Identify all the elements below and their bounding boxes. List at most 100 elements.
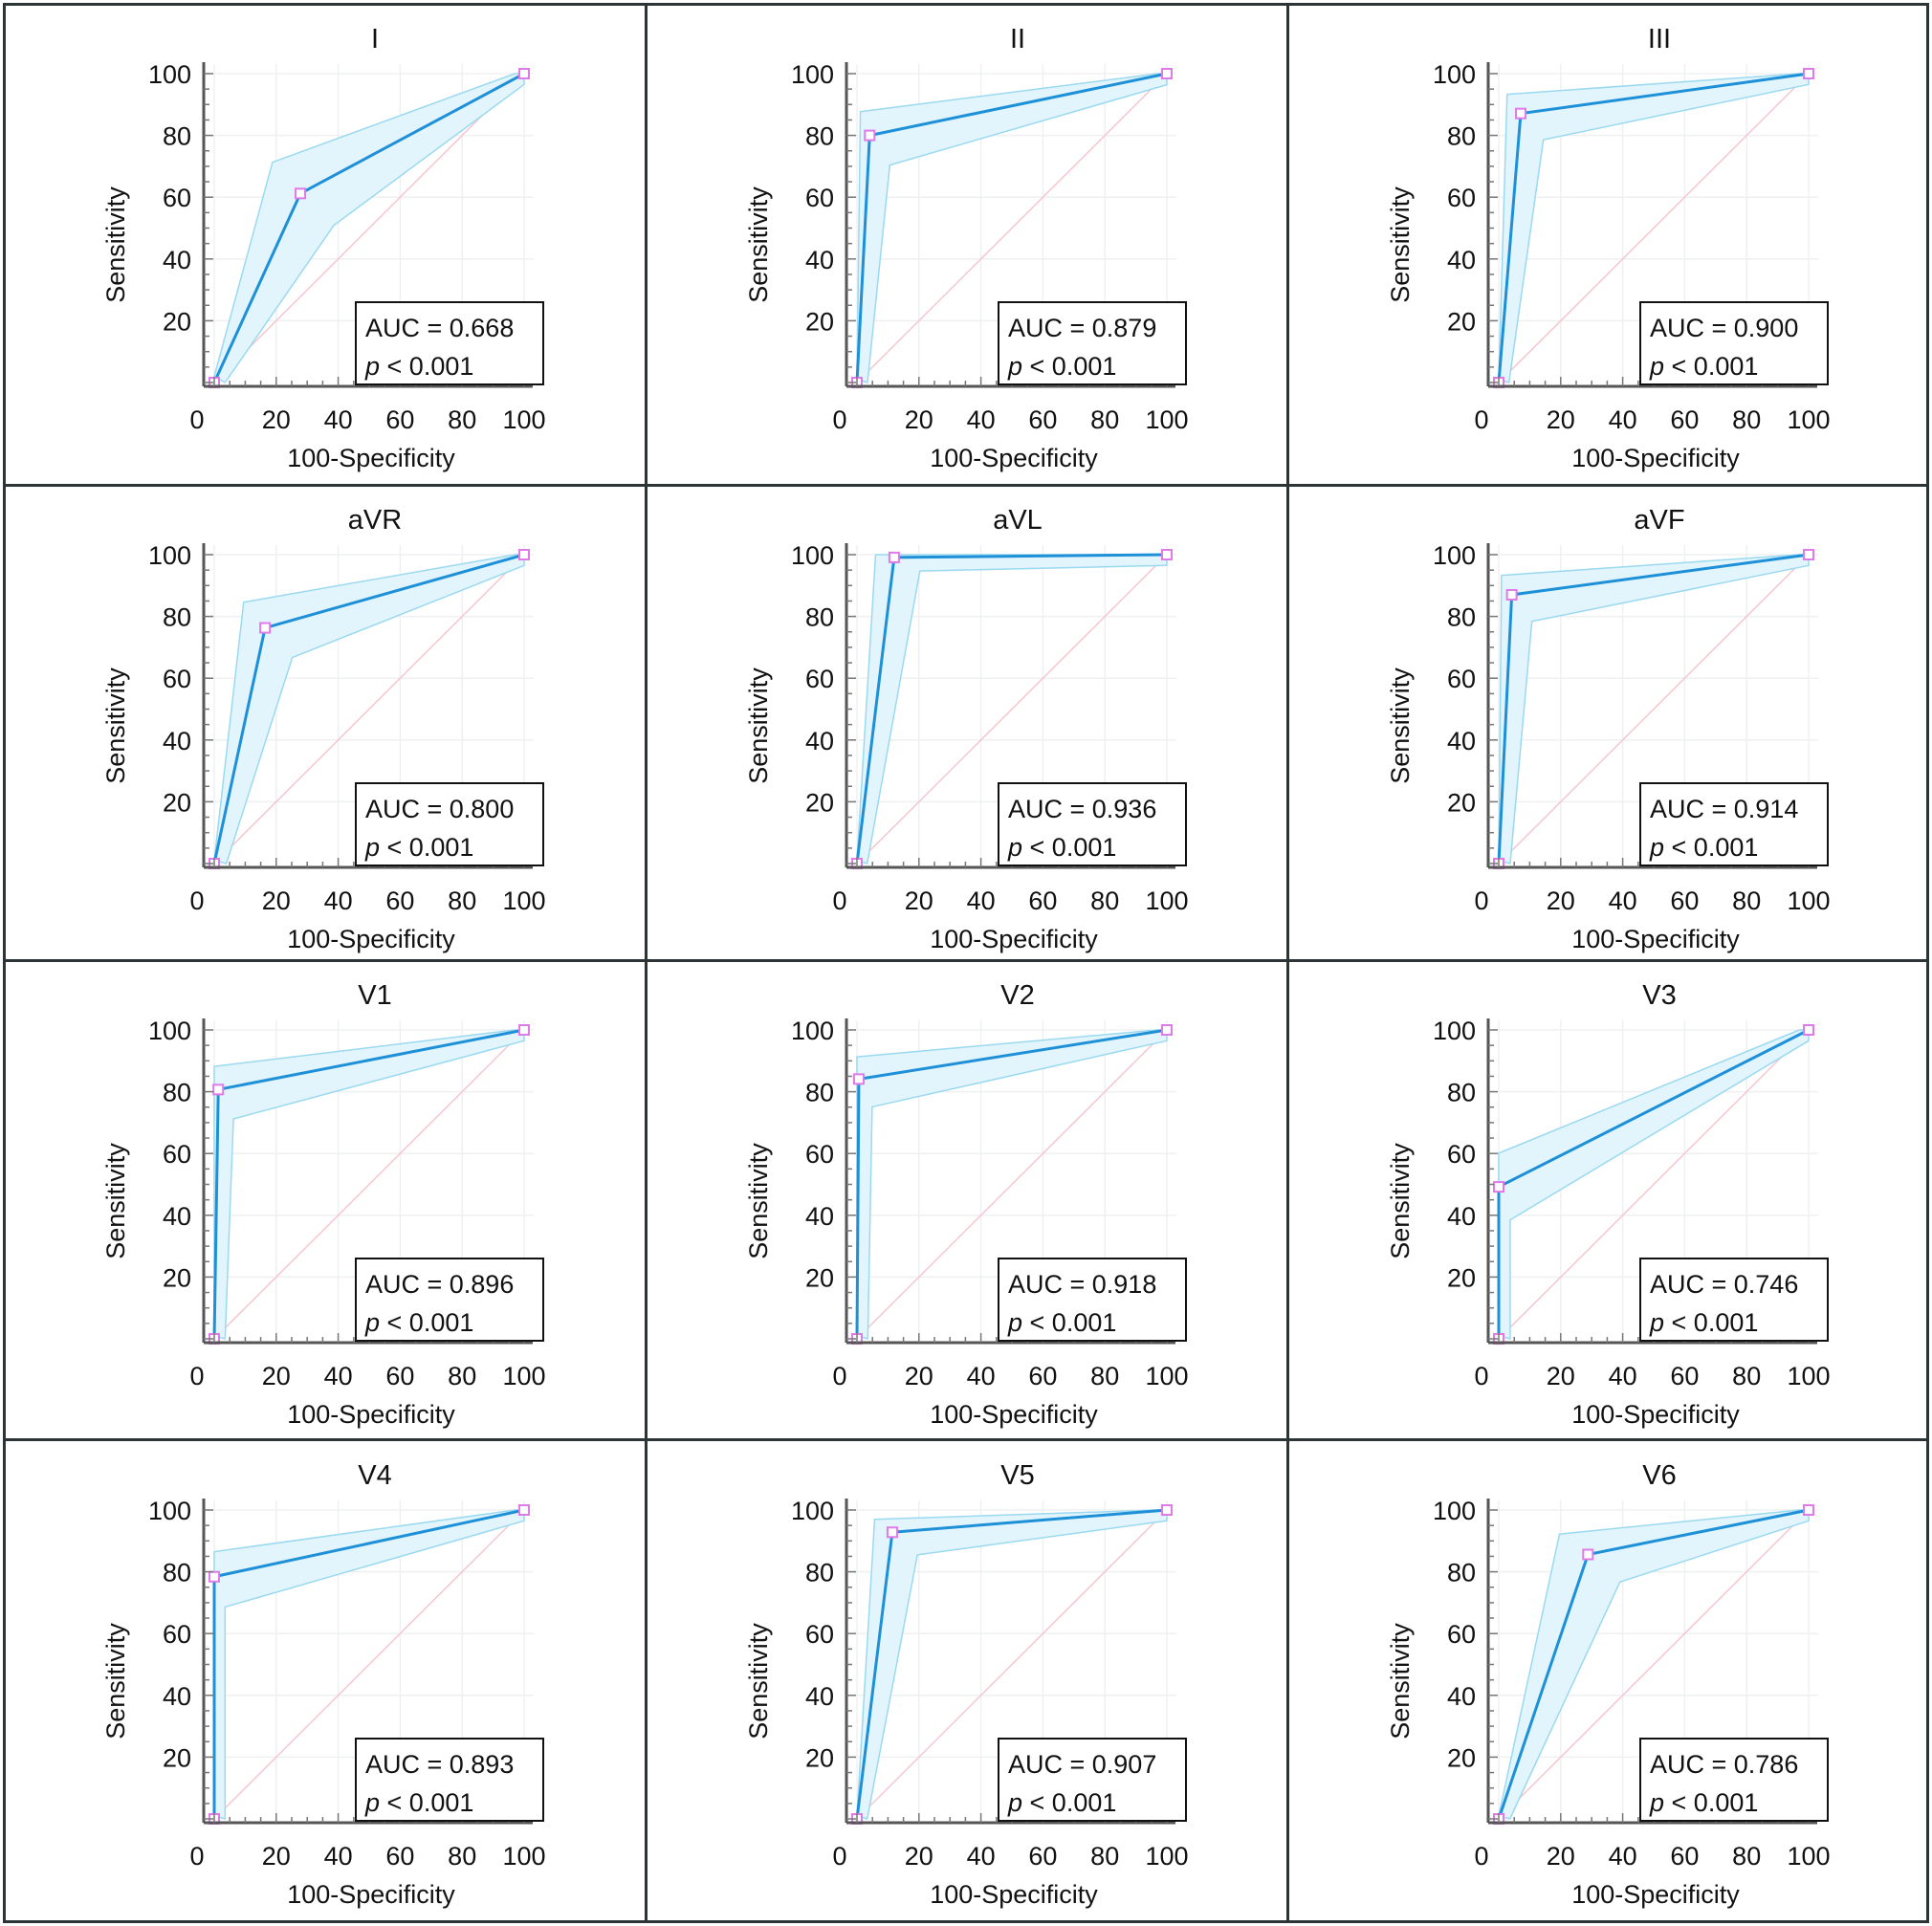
x-tick-label: 40 (324, 1842, 353, 1871)
y-axis-label: Sensitivity (1386, 1623, 1415, 1740)
reference-diagonal (213, 1509, 525, 1820)
auc-annotation-box (355, 1738, 544, 1822)
p-value: < 0.001 (380, 352, 473, 381)
y-tick-label: 80 (805, 1079, 834, 1107)
reference-diagonal (213, 1029, 525, 1340)
y-tick-label: 100 (148, 1497, 191, 1525)
row-divider (6, 484, 1926, 487)
y-axis-label: Sensitivity (101, 186, 130, 303)
roc-panel: V4 20 40 60 80 100 0 20 40 60 80 100 100-Specificity… (0, 1436, 645, 1920)
x-tick-label: 40 (967, 1362, 996, 1390)
x-tick-label: 0 (832, 405, 846, 434)
x-tick-label: 0 (189, 886, 204, 915)
y-tick-label: 60 (163, 184, 191, 212)
p-value: < 0.001 (1664, 1788, 1758, 1817)
roc-panel: V2 20 40 60 80 100 0 20 40 60 80 100 100-Specificity… (643, 956, 1287, 1440)
p-symbol: p (364, 833, 380, 862)
row-divider (6, 959, 1926, 962)
x-tick-label: 40 (967, 405, 996, 434)
chart-title: V2 (1000, 980, 1034, 1011)
roc-point (518, 1504, 530, 1516)
x-tick-label: 40 (324, 1362, 353, 1390)
auc-value: AUC = 0.914 (1650, 795, 1798, 823)
roc-point (1505, 588, 1518, 601)
p-value-text: p < 0.001 (1007, 1308, 1116, 1337)
p-value: < 0.001 (1022, 1788, 1116, 1817)
x-tick-label: 20 (262, 1362, 291, 1390)
x-tick-label: 60 (1670, 405, 1699, 434)
y-tick-label: 20 (1447, 1263, 1476, 1292)
p-value: < 0.001 (1022, 352, 1116, 381)
y-tick-label: 20 (805, 788, 834, 817)
p-value: < 0.001 (380, 1308, 473, 1337)
y-tick-label: 100 (791, 1497, 834, 1525)
roc-panel: V6 20 40 60 80 100 0 20 40 60 80 100 100-Specificity… (1284, 1436, 1929, 1920)
x-axis-label: 100-Specificity (930, 1400, 1098, 1429)
chart-title: V5 (1000, 1460, 1034, 1491)
roc-point (886, 1526, 898, 1539)
reference-diagonal (1498, 73, 1810, 383)
y-tick-label: 40 (1447, 727, 1476, 755)
x-tick-label: 40 (967, 886, 996, 915)
reference-diagonal (856, 1029, 1168, 1340)
x-tick-label: 20 (262, 405, 291, 434)
auc-value: AUC = 0.918 (1008, 1270, 1156, 1299)
roc-panel: V5 20 40 60 80 100 0 20 40 60 80 100 100-Specificity… (643, 1436, 1287, 1920)
y-tick-label: 20 (1447, 307, 1476, 336)
roc-point (518, 68, 530, 79)
roc-point (1161, 549, 1173, 560)
x-tick-label: 80 (1732, 886, 1761, 915)
roc-point (1515, 107, 1527, 120)
p-value-text: p < 0.001 (1649, 352, 1758, 381)
p-symbol: p (1007, 352, 1022, 381)
p-symbol: p (364, 1788, 380, 1817)
x-tick-label: 0 (189, 1362, 204, 1390)
y-tick-label: 60 (1447, 665, 1476, 693)
roc-point (1493, 1181, 1504, 1193)
x-tick-label: 20 (905, 405, 933, 434)
y-tick-label: 60 (163, 665, 191, 693)
roc-chart: aVL 20 40 60 80 100 0 20 40 60 80 100 100-Specificit… (744, 505, 1189, 953)
auc-value: AUC = 0.800 (365, 795, 514, 823)
x-tick-label: 20 (1547, 886, 1575, 915)
roc-chart: aVR 20 40 60 80 100 0 20 40 60 80 100 100-Specificit… (101, 505, 546, 953)
roc-chart: V3 20 40 60 80 100 0 20 40 60 80 100 100-Specificity… (1386, 980, 1831, 1429)
auc-annotation-box (1639, 782, 1829, 866)
p-value: < 0.001 (1664, 833, 1758, 862)
y-axis-label: Sensitivity (744, 1143, 773, 1259)
x-tick-label: 60 (385, 1362, 414, 1390)
x-tick-label: 60 (1028, 1842, 1057, 1871)
y-tick-label: 40 (1447, 246, 1476, 274)
y-tick-label: 100 (1433, 1017, 1476, 1045)
x-tick-label: 80 (448, 886, 476, 915)
x-tick-label: 0 (189, 1842, 204, 1871)
roc-chart: V4 20 40 60 80 100 0 20 40 60 80 100 100-Specificity… (101, 1460, 546, 1909)
x-axis-label: 100-Specificity (930, 925, 1098, 953)
x-tick-label: 100 (1787, 886, 1830, 915)
roc-point (1803, 549, 1814, 560)
x-tick-label: 100 (502, 405, 545, 434)
auc-annotation-box (1639, 1258, 1829, 1342)
figure-grid (3, 3, 1929, 1923)
auc-value: AUC = 0.893 (365, 1750, 514, 1779)
p-value-text: p < 0.001 (1649, 833, 1758, 862)
y-tick-label: 100 (791, 60, 834, 89)
x-tick-label: 20 (905, 1362, 933, 1390)
y-tick-label: 100 (1433, 1497, 1476, 1525)
chart-title: II (1010, 24, 1025, 55)
p-value: < 0.001 (1664, 1308, 1758, 1337)
x-tick-label: 60 (1670, 1842, 1699, 1871)
p-value-text: p < 0.001 (364, 1308, 473, 1337)
y-tick-label: 60 (805, 1140, 834, 1169)
x-axis-label: 100-Specificity (1571, 925, 1740, 953)
y-tick-label: 60 (163, 1140, 191, 1169)
auc-annotation-box (355, 1258, 544, 1342)
y-tick-label: 100 (1433, 541, 1476, 570)
x-tick-label: 100 (502, 886, 545, 915)
auc-value: AUC = 0.896 (365, 1270, 514, 1299)
y-tick-label: 20 (805, 1263, 834, 1292)
auc-annotation-box (998, 1738, 1187, 1822)
y-tick-label: 100 (791, 1017, 834, 1045)
x-tick-label: 0 (1474, 886, 1488, 915)
chart-title: V4 (358, 1460, 391, 1491)
